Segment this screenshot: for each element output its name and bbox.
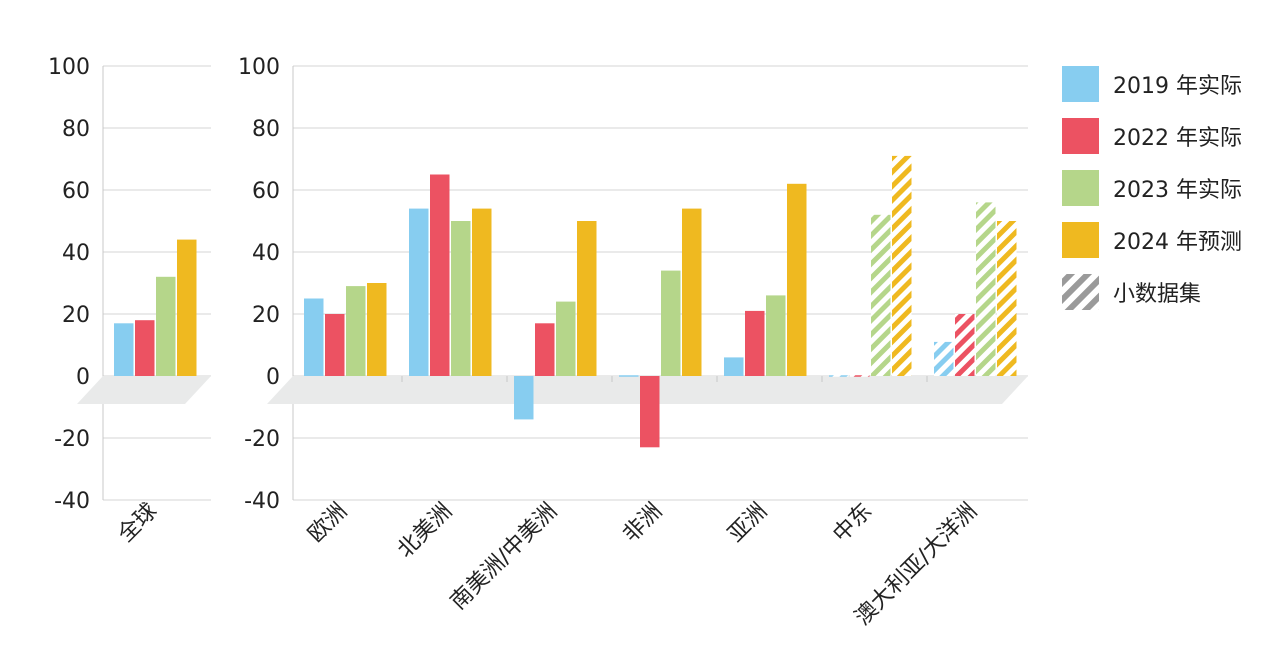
- y-tick-label: -20: [244, 427, 280, 452]
- bar-region-s0: [409, 208, 429, 376]
- zero-floor: [77, 376, 211, 404]
- bar-region-s0: [724, 357, 744, 376]
- y-tick-label: 100: [238, 55, 280, 80]
- bar-region-s3: [577, 221, 597, 376]
- bar-region-s2: [346, 286, 366, 376]
- y-tick-label: 40: [252, 241, 280, 266]
- y-tick-label: 80: [252, 117, 280, 142]
- bar-region-s3: [892, 155, 912, 376]
- bar-region-s1: [325, 314, 345, 376]
- legend-swatch: [1062, 222, 1099, 258]
- y-tick-label: -20: [54, 427, 90, 452]
- y-tick-label: 60: [62, 179, 90, 204]
- y-tick-label: 60: [252, 179, 280, 204]
- bar-region-s0: [304, 298, 324, 376]
- legend-swatch: [1062, 66, 1099, 102]
- y-tick-label: 0: [266, 365, 280, 390]
- bar-region-s0: [514, 376, 534, 420]
- bar-region-s0: [829, 375, 849, 377]
- bar-region-s2: [976, 202, 996, 376]
- legend-label: 2022 年实际: [1113, 126, 1242, 151]
- bar-region-s1: [745, 310, 765, 376]
- bar-region-s1: [955, 314, 975, 376]
- bar-global-s1: [135, 320, 155, 376]
- y-tick-label: -40: [54, 489, 90, 514]
- bar-region-s2: [556, 301, 576, 376]
- bar-global-s3: [177, 239, 197, 376]
- legend-label: 2023 年实际: [1113, 178, 1242, 203]
- x-category-label: 南美洲/中美洲: [446, 499, 562, 615]
- y-tick-label: 20: [252, 303, 280, 328]
- x-category-label: 中东: [828, 499, 877, 548]
- legend-label: 2019 年实际: [1113, 74, 1242, 99]
- y-tick-label: 40: [62, 241, 90, 266]
- bar-region-s2: [871, 214, 891, 376]
- bar-region-s1: [850, 375, 870, 377]
- bar-global-s0: [114, 323, 134, 376]
- bar-region-s1: [640, 376, 660, 448]
- legend-swatch: [1062, 118, 1099, 154]
- legend-swatch: [1062, 274, 1099, 310]
- global-panel: 100 80 60 40 20 0 -20 -40 全球: [48, 55, 211, 547]
- bar-region-s0: [934, 341, 954, 376]
- bar-region-s3: [787, 183, 807, 376]
- bar-region-s2: [766, 295, 786, 376]
- bar-region-s1: [535, 323, 555, 376]
- x-category-label: 欧洲: [303, 499, 352, 548]
- bar-region-s3: [472, 208, 492, 376]
- bar-global-s2: [156, 276, 176, 376]
- y-tick-label: 20: [62, 303, 90, 328]
- bar-region-s2: [661, 270, 681, 376]
- legend-label: 2024 年预测: [1113, 230, 1242, 255]
- legend-label: 小数据集: [1113, 282, 1201, 307]
- bar-region-s3: [367, 283, 387, 376]
- bar-region-s3: [997, 221, 1017, 376]
- legend-swatch: [1062, 170, 1099, 206]
- y-tick-label: 0: [76, 365, 90, 390]
- bar-region-s1: [430, 174, 450, 376]
- x-category-label: 北美洲: [393, 499, 457, 563]
- x-category-label: 全球: [113, 499, 162, 548]
- bar-region-s2: [451, 221, 471, 376]
- x-category-label: 非洲: [618, 499, 667, 548]
- y-tick-label: 80: [62, 117, 90, 142]
- y-tick-label: -40: [244, 489, 280, 514]
- x-category-label: 亚洲: [723, 499, 772, 548]
- bar-region-s0: [619, 375, 639, 377]
- bar-region-s3: [682, 208, 702, 376]
- y-tick-label: 100: [48, 55, 90, 80]
